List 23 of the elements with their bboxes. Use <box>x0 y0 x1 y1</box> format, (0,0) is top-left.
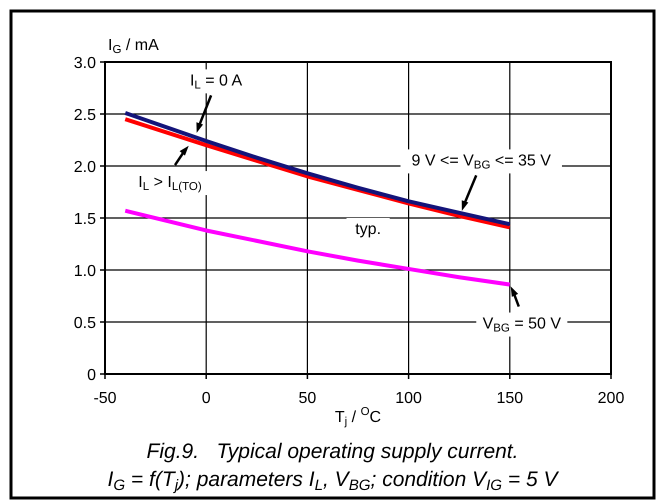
line-series <box>123 208 512 287</box>
y-tick-label: 2.0 <box>74 159 96 176</box>
y-axis-title: I$_{G}$ / mA <box>108 37 160 56</box>
text: Fig.9. Typical operating supply current. <box>146 440 518 463</box>
annotation: 9 V <= V$_{BG}$ <= 35 V <box>412 152 552 172</box>
y-tick-label: 1.5 <box>74 211 96 228</box>
x-tick-label: -50 <box>93 390 117 407</box>
annotation: V$_{BG}$ = 50 V <box>482 316 562 335</box>
y-tick-label: 0.5 <box>74 315 96 332</box>
y-tick-label: 2.5 <box>74 107 96 124</box>
annotation: I$_{L}$ > I$_{L(TO)}$ <box>138 174 202 194</box>
x-tick-label: 0 <box>202 390 211 407</box>
y-tick-label: 1.0 <box>74 263 96 280</box>
y-tick-label: 0 <box>87 367 96 384</box>
x-tick-label: 100 <box>395 390 422 407</box>
x-tick-label: 200 <box>598 390 624 407</box>
annotation: typ. <box>355 221 382 238</box>
x-tick-label: 150 <box>496 390 524 407</box>
x-tick-label: 50 <box>298 390 316 407</box>
x-axis-title: T$_{j}$ / $^{O}$C <box>334 406 382 428</box>
annotation: I$_{L}$ = 0 A <box>190 72 243 92</box>
text: I$_{G}$ = f(T$_{j}$); parameters I$_{L}$, V$_{BG}$; condition V$_{IG}$ = 5 V <box>107 468 558 494</box>
y-tick-label: 3.0 <box>74 55 96 72</box>
